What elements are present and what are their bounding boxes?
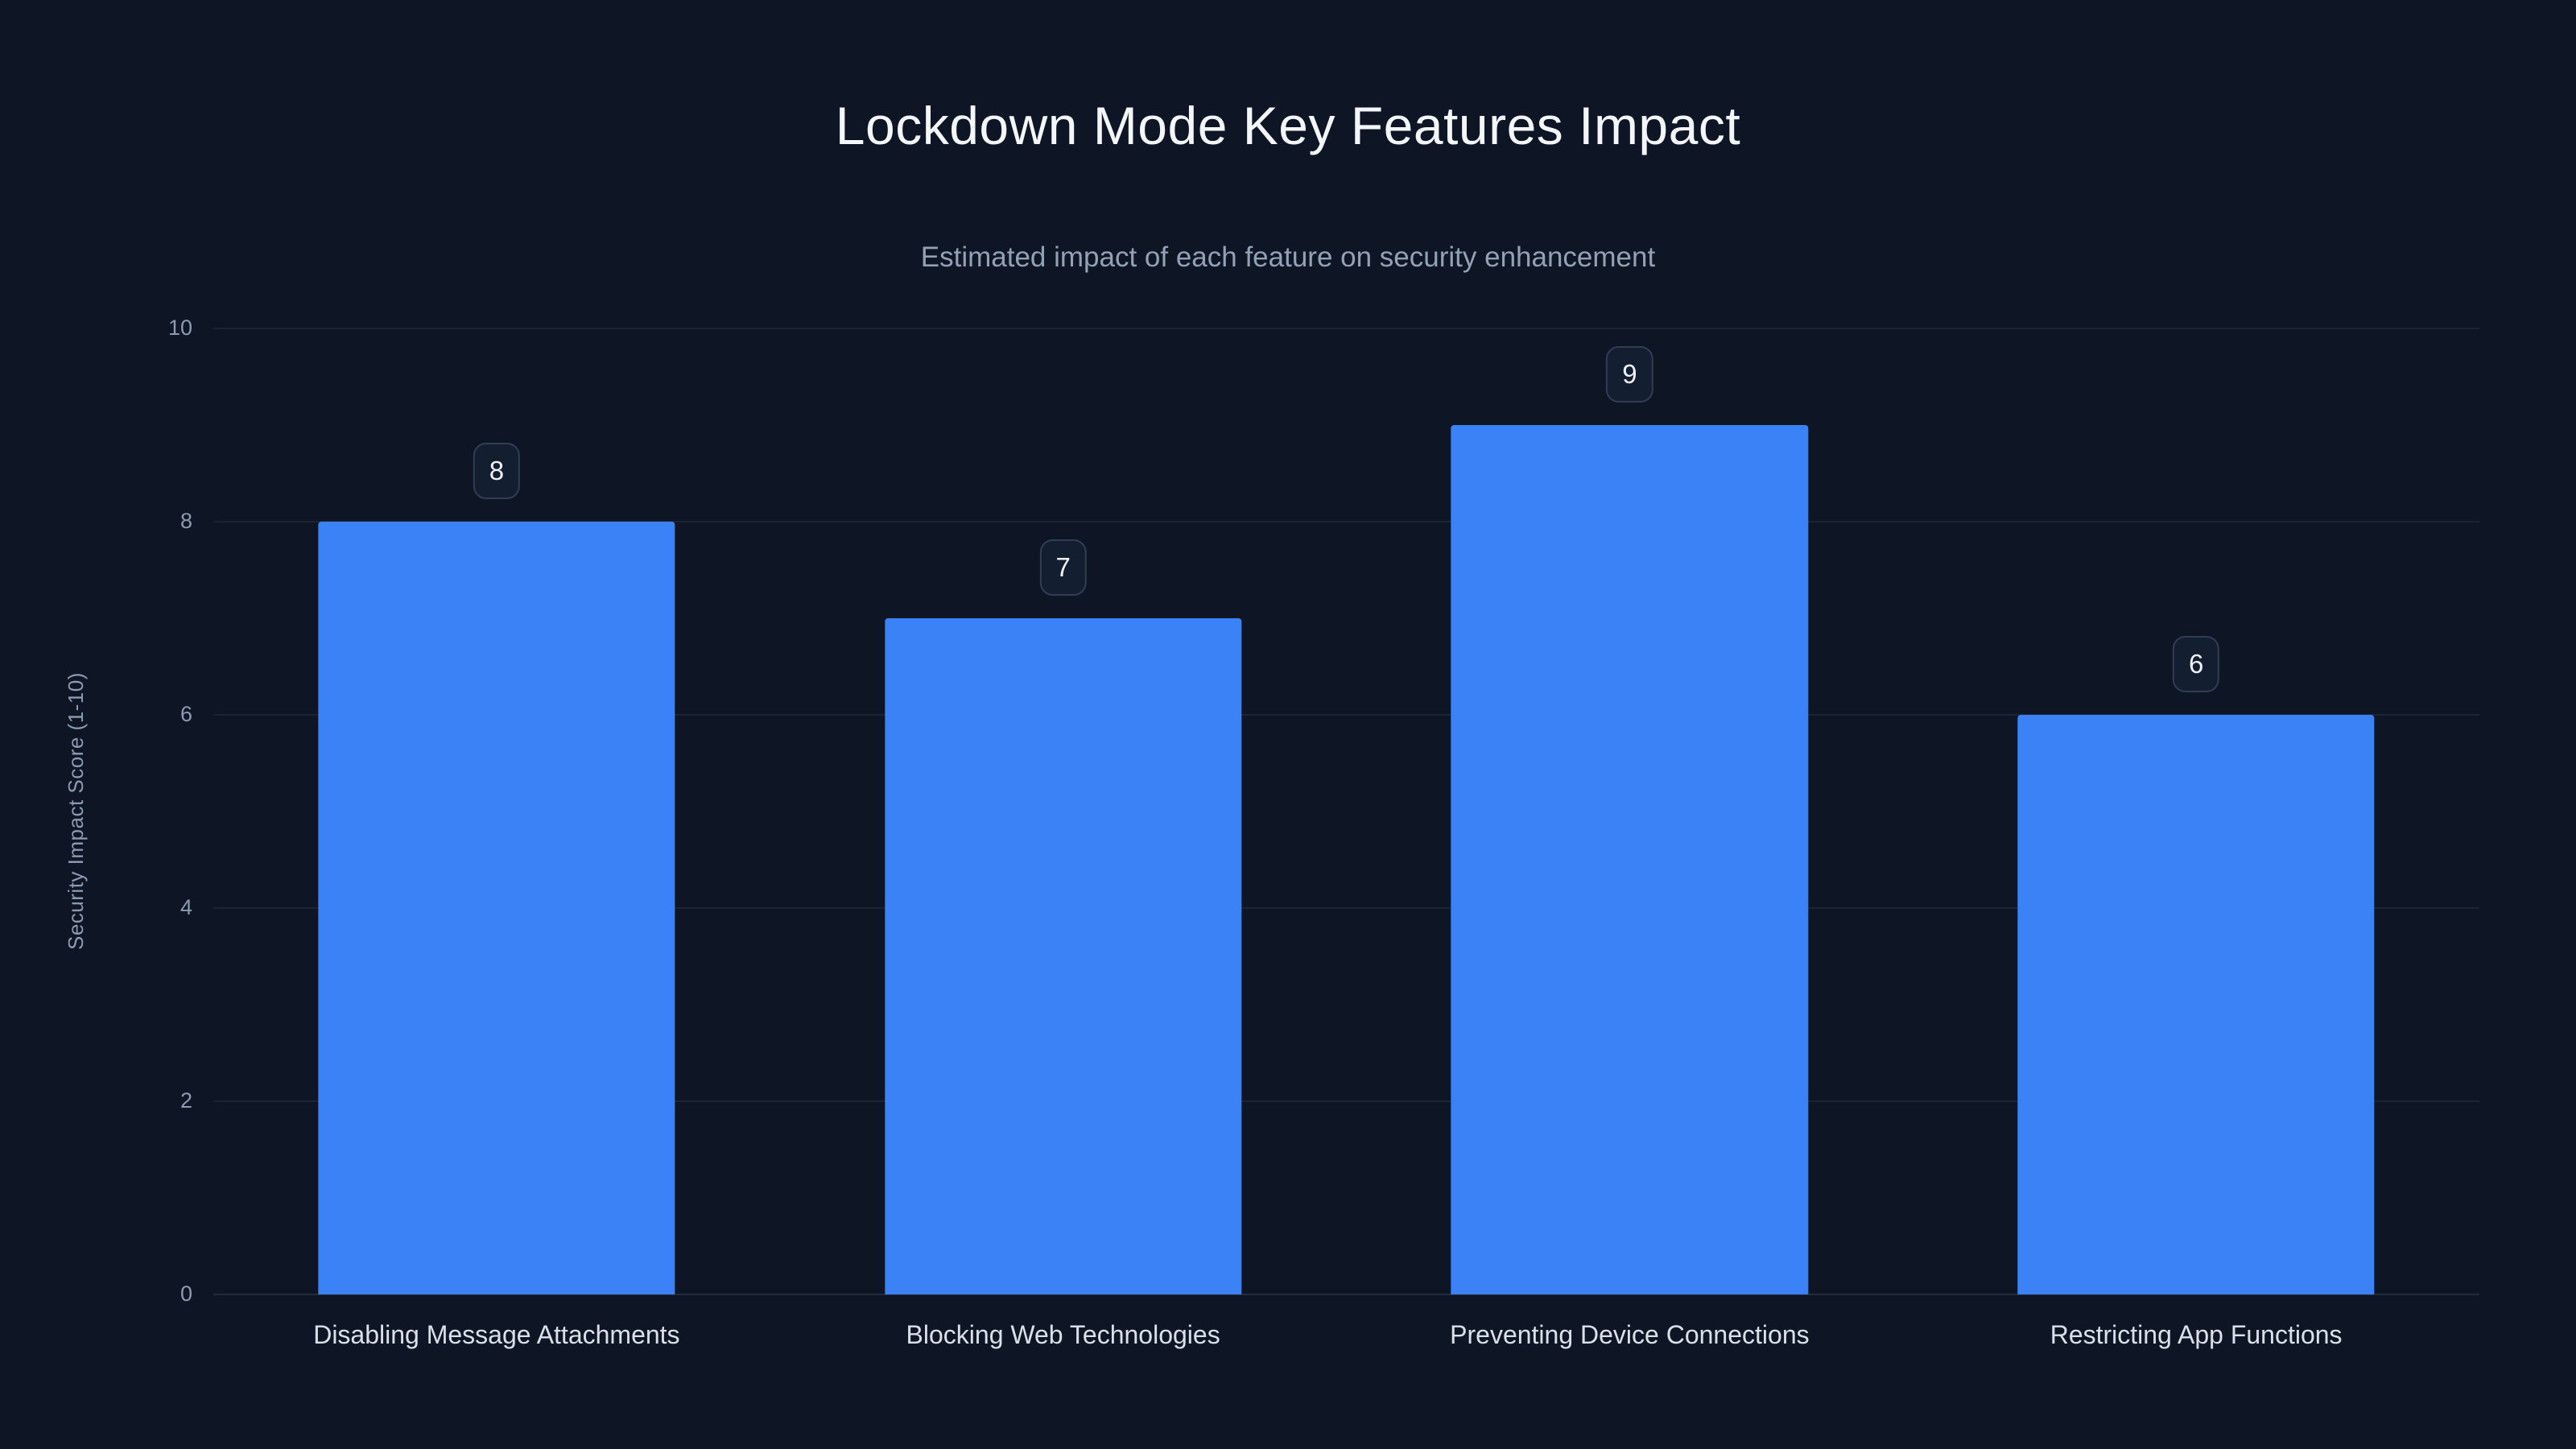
- chart-title: Lockdown Mode Key Features Impact: [835, 96, 1741, 155]
- y-tick-label: 2: [180, 1088, 192, 1113]
- category-label: Preventing Device Connections: [1450, 1320, 1810, 1349]
- value-badge: 7: [1039, 539, 1087, 596]
- bar-slot: 6 Restricting App Functions: [1913, 328, 2479, 1349]
- category-label: Blocking Web Technologies: [906, 1320, 1220, 1349]
- value-badge: 9: [1606, 346, 1653, 402]
- bar-series: 8 Disabling Message Attachments 7 Blocking …: [213, 328, 2479, 1349]
- gridline-y6: [213, 714, 2479, 716]
- bar-2[interactable]: [884, 618, 1242, 1294]
- gridline-y0: [213, 1294, 2479, 1295]
- gridline-y10: [213, 328, 2479, 329]
- y-tick-label: 0: [180, 1282, 192, 1306]
- y-tick-label: 6: [180, 702, 192, 726]
- category-label: Disabling Message Attachments: [313, 1320, 680, 1349]
- category-label: Restricting App Functions: [2050, 1320, 2343, 1349]
- y-tick-label: 10: [167, 316, 192, 340]
- bar-slot: 9 Preventing Device Connections: [1347, 328, 1913, 1349]
- bar-1[interactable]: [318, 522, 675, 1294]
- gridline-y2: [213, 1100, 2479, 1102]
- gridline-y8: [213, 521, 2479, 522]
- bar-3[interactable]: [1451, 425, 1809, 1294]
- plot-area: Security Impact Score (1-10) 0 2 4 6 8 10 8 Di…: [64, 317, 2479, 1349]
- value-badge: 6: [2172, 636, 2220, 692]
- value-badge: 8: [473, 443, 521, 499]
- bar-slot: 8 Disabling Message Attachments: [213, 328, 780, 1349]
- gridline-y4: [213, 907, 2479, 909]
- chart-subtitle: Estimated impact of each feature on secu…: [920, 242, 1656, 273]
- y-axis-title: Security Impact Score (1-10): [64, 672, 88, 951]
- y-tick-label: 8: [180, 509, 192, 533]
- y-tick-label: 4: [180, 895, 192, 919]
- bar-slot: 7 Blocking Web Technologies: [780, 328, 1347, 1349]
- bar-4[interactable]: [2017, 715, 2375, 1294]
